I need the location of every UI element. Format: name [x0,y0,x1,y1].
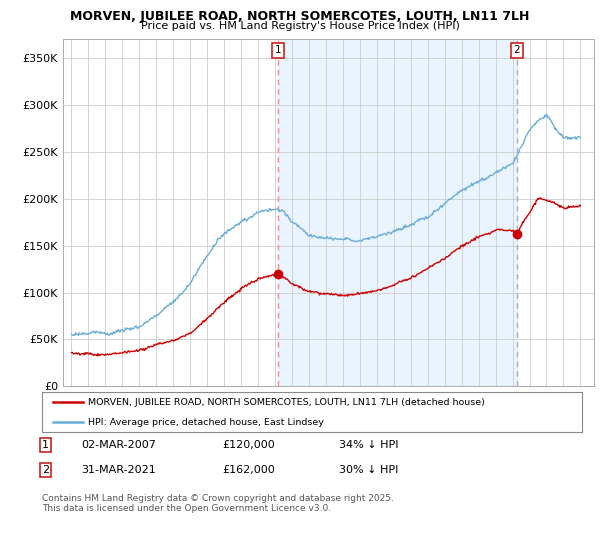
Text: HPI: Average price, detached house, East Lindsey: HPI: Average price, detached house, East… [88,418,324,427]
Text: 34% ↓ HPI: 34% ↓ HPI [339,440,398,450]
Text: 2: 2 [42,465,49,475]
Text: 02-MAR-2007: 02-MAR-2007 [81,440,156,450]
Text: MORVEN, JUBILEE ROAD, NORTH SOMERCOTES, LOUTH, LN11 7LH: MORVEN, JUBILEE ROAD, NORTH SOMERCOTES, … [70,10,530,23]
Text: 31-MAR-2021: 31-MAR-2021 [81,465,156,475]
Text: 2: 2 [514,45,520,55]
Text: £162,000: £162,000 [222,465,275,475]
Text: 1: 1 [42,440,49,450]
Text: Contains HM Land Registry data © Crown copyright and database right 2025.
This d: Contains HM Land Registry data © Crown c… [42,494,394,514]
Text: £120,000: £120,000 [222,440,275,450]
Text: 1: 1 [275,45,281,55]
Text: Price paid vs. HM Land Registry's House Price Index (HPI): Price paid vs. HM Land Registry's House … [140,21,460,31]
Text: MORVEN, JUBILEE ROAD, NORTH SOMERCOTES, LOUTH, LN11 7LH (detached house): MORVEN, JUBILEE ROAD, NORTH SOMERCOTES, … [88,398,485,407]
Bar [278,39,517,386]
Text: 30% ↓ HPI: 30% ↓ HPI [339,465,398,475]
